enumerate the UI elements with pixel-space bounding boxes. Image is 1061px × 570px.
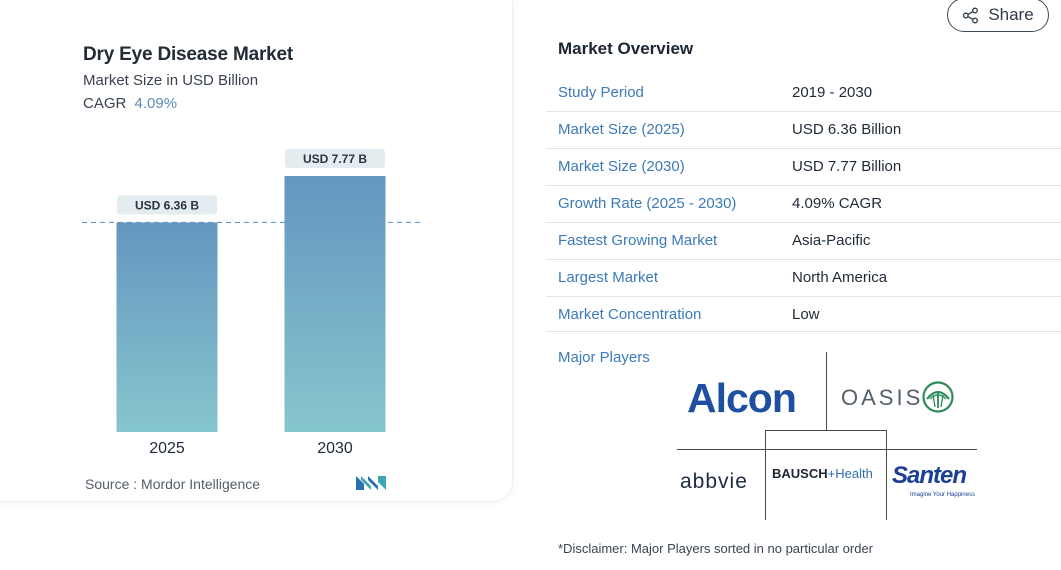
overview-value: USD 6.36 Billion <box>792 121 902 138</box>
share-button[interactable]: Share <box>947 0 1049 32</box>
overview-label[interactable]: Fastest Growing Market <box>558 232 718 249</box>
grid-divider <box>677 449 977 450</box>
cagr-value: 4.09% <box>134 95 178 112</box>
overview-row-growth-rate: Growth Rate (2025 - 2030) 4.09% CAGR <box>546 186 1061 223</box>
chart-card <box>0 0 513 502</box>
chart-source: Source : Mordor Intelligence <box>85 476 261 492</box>
share-icon <box>963 7 979 23</box>
overview-table: Study Period 2019 - 2030 Market Size (20… <box>546 75 1061 332</box>
oasis-logo[interactable]: OASIS <box>841 385 924 410</box>
overview-value: North America <box>792 269 888 286</box>
overview-title: Market Overview <box>558 39 694 58</box>
grid-divider <box>765 430 766 520</box>
overview-row-study-period: Study Period 2019 - 2030 <box>546 75 1061 112</box>
bar-2030[interactable] <box>284 176 386 432</box>
bar-2025[interactable] <box>116 222 218 432</box>
santen-logo[interactable]: Santen <box>892 462 967 489</box>
health-text: +Health <box>827 466 873 481</box>
x-tick-label: 2025 <box>149 440 185 457</box>
cagr-label: CAGR <box>83 95 127 112</box>
grid-divider <box>765 430 887 431</box>
data-label-bg <box>285 149 385 168</box>
grid-divider <box>826 352 827 430</box>
data-label-bg <box>117 195 217 215</box>
grid-divider <box>886 430 887 520</box>
overview-value: 4.09% CAGR <box>792 195 883 212</box>
mordor-intelligence-logo <box>356 476 386 490</box>
data-label: USD 7.77 B <box>303 152 367 166</box>
chart-subtitle: Market Size in USD Billion <box>83 72 259 89</box>
overview-label[interactable]: Market Concentration <box>558 306 702 323</box>
overview-label[interactable]: Market Size (2025) <box>558 121 685 138</box>
overview-row-market-size-2025: Market Size (2025) USD 6.36 Billion <box>546 112 1061 149</box>
alcon-logo[interactable]: Alcon <box>687 375 797 421</box>
overview-row-concentration: Market Concentration Low <box>546 297 1061 332</box>
major-players-label[interactable]: Major Players <box>558 349 650 366</box>
overview-label[interactable]: Growth Rate (2025 - 2030) <box>558 195 737 212</box>
overview-row-largest-market: Largest Market North America <box>546 260 1061 297</box>
chart-title: Dry Eye Disease Market <box>83 44 294 65</box>
chart-cagr: CAGR 4.09% <box>83 95 177 112</box>
abbvie-logo[interactable]: abbvie <box>680 470 748 493</box>
overview-row-market-size-2030: Market Size (2030) USD 7.77 Billion <box>546 149 1061 186</box>
overview-value: Asia-Pacific <box>792 232 871 249</box>
data-label: USD 6.36 B <box>135 198 199 212</box>
overview-value: Low <box>792 306 820 323</box>
overview-row-fastest-growing: Fastest Growing Market Asia-Pacific <box>546 223 1061 260</box>
overview-label[interactable]: Largest Market <box>558 269 659 286</box>
oasis-palm-icon <box>922 381 954 413</box>
overview-label[interactable]: Study Period <box>558 84 644 101</box>
x-tick-label: 2030 <box>317 440 353 457</box>
bausch-text: BAUSCH <box>772 466 828 481</box>
overview-value: USD 7.77 Billion <box>792 158 902 175</box>
overview-label[interactable]: Market Size (2030) <box>558 158 685 175</box>
bar-chart: USD 6.36 B 2025 USD 7.77 B 2030 <box>82 149 424 457</box>
bausch-health-logo[interactable]: BAUSCH+Health <box>772 466 873 481</box>
overview-value: 2019 - 2030 <box>792 84 873 101</box>
share-label: Share <box>988 5 1034 24</box>
santen-tagline: Imagine Your Happiness <box>910 492 976 498</box>
disclaimer: *Disclaimer: Major Players sorted in no … <box>558 541 874 556</box>
